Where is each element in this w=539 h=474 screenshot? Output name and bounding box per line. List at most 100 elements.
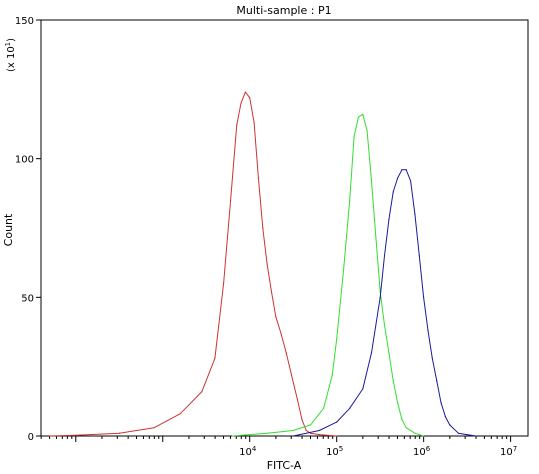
histogram-point-s2 bbox=[292, 429, 294, 432]
histogram-point-s3 bbox=[383, 255, 386, 257]
histogram-point-s1 bbox=[266, 263, 268, 265]
y-multiplier-text: (x 10 bbox=[6, 46, 17, 72]
histogram-point-s1 bbox=[49, 435, 51, 437]
histogram-point-s2 bbox=[405, 427, 407, 429]
x-tick-base: 10 bbox=[239, 447, 252, 458]
histogram-point-s3 bbox=[418, 255, 420, 257]
histogram-point-s2 bbox=[266, 432, 268, 434]
histogram-point-s1 bbox=[318, 434, 320, 436]
histogram-point-s2 bbox=[366, 130, 368, 132]
histogram-point-s2 bbox=[375, 235, 377, 237]
histogram-point-s1 bbox=[275, 316, 277, 318]
x-tick-label: 105 bbox=[326, 445, 343, 458]
histogram-point-s3 bbox=[431, 357, 433, 359]
x-axis-label: FITC-A bbox=[267, 459, 302, 472]
x-tick-label: 104 bbox=[239, 445, 257, 458]
histogram-point-s1 bbox=[240, 102, 242, 104]
histogram-point-s1 bbox=[270, 291, 273, 293]
histogram-point-s2 bbox=[383, 324, 386, 326]
histogram-point-s3 bbox=[414, 213, 416, 215]
histogram-point-s1 bbox=[336, 435, 338, 437]
histogram-point-s1 bbox=[153, 427, 155, 429]
histogram-point-s3 bbox=[370, 352, 373, 354]
histogram-point-s1 bbox=[118, 432, 120, 434]
x-tick-base: 10 bbox=[326, 447, 339, 458]
histogram-series-1 bbox=[49, 91, 337, 437]
chart-title: Multi-sample : P1 bbox=[236, 4, 331, 17]
y-multiplier-label: (x 101) bbox=[4, 38, 17, 72]
histogram-point-s1 bbox=[296, 399, 299, 401]
histogram-point-s2 bbox=[349, 199, 351, 201]
x-tick-exp: 7 bbox=[513, 445, 517, 453]
histogram-point-s3 bbox=[409, 180, 412, 182]
histogram-point-s3 bbox=[292, 435, 294, 437]
histogram-point-s3 bbox=[444, 415, 446, 418]
histogram-point-s2 bbox=[323, 407, 325, 409]
histogram-point-s3 bbox=[318, 429, 320, 432]
histogram-point-s3 bbox=[336, 421, 338, 423]
histogram-series-group bbox=[49, 91, 477, 437]
histogram-point-s2 bbox=[414, 432, 416, 434]
y-tick-label: 0 bbox=[28, 432, 34, 443]
histogram-point-s1 bbox=[214, 357, 216, 359]
histogram-point-s2 bbox=[362, 113, 364, 115]
histogram-point-s1 bbox=[305, 429, 307, 432]
histogram-point-s3 bbox=[457, 432, 460, 434]
histogram-point-s3 bbox=[362, 388, 364, 390]
histogram-point-s3 bbox=[436, 379, 438, 382]
histogram-point-s1 bbox=[301, 418, 303, 420]
histogram-point-s3 bbox=[449, 424, 451, 426]
x-tick-exp: 4 bbox=[252, 445, 257, 453]
x-tick-base: 10 bbox=[413, 447, 426, 458]
histogram-point-s1 bbox=[309, 432, 312, 434]
histogram-point-s1 bbox=[280, 332, 282, 334]
histogram-point-s3 bbox=[401, 169, 403, 171]
histogram-point-s2 bbox=[423, 435, 425, 437]
histogram-point-s3 bbox=[475, 435, 477, 437]
histogram-point-s1 bbox=[179, 413, 181, 415]
histogram-point-s1 bbox=[285, 352, 287, 354]
histogram-point-s3 bbox=[392, 191, 394, 193]
histogram-point-s3 bbox=[440, 402, 442, 404]
histogram-point-s3 bbox=[466, 434, 468, 436]
y-axis-ticks: 0 50 100 150 bbox=[15, 16, 41, 443]
x-tick-base: 10 bbox=[500, 447, 513, 458]
histogram-point-s1 bbox=[75, 434, 77, 436]
plot-frame bbox=[40, 19, 529, 437]
histogram-point-s1 bbox=[262, 227, 264, 229]
histogram-point-s2 bbox=[231, 435, 233, 437]
x-tick-label: 106 bbox=[413, 445, 431, 458]
histogram-point-s1 bbox=[290, 374, 293, 376]
histogram-point-s2 bbox=[336, 338, 338, 340]
histogram-point-s2 bbox=[370, 180, 373, 182]
histogram-point-s3 bbox=[423, 296, 425, 298]
histogram-point-s3 bbox=[388, 219, 390, 221]
histogram-point-s2 bbox=[309, 424, 312, 426]
histogram-series-3 bbox=[293, 169, 476, 437]
histogram-point-s1 bbox=[229, 199, 232, 201]
histogram-point-s3 bbox=[379, 296, 381, 298]
y-axis-label: Count bbox=[2, 213, 15, 246]
histogram-point-s2 bbox=[396, 402, 399, 404]
histogram-point-s3 bbox=[427, 330, 429, 332]
histogram-point-s2 bbox=[388, 352, 390, 354]
histogram-point-s1 bbox=[253, 122, 255, 124]
y-multiplier-exp: 1 bbox=[4, 42, 12, 46]
y-tick-label: 50 bbox=[21, 293, 34, 304]
x-tick-exp: 6 bbox=[426, 445, 431, 453]
histogram-point-s1 bbox=[236, 124, 238, 126]
x-tick-exp: 5 bbox=[339, 445, 343, 453]
histogram-series-2 bbox=[232, 113, 424, 437]
histogram-point-s2 bbox=[331, 374, 333, 376]
histogram-point-s1 bbox=[244, 91, 246, 93]
y-multiplier-close: ) bbox=[6, 38, 17, 42]
histogram-point-s3 bbox=[396, 177, 399, 179]
histogram-point-s1 bbox=[249, 97, 251, 99]
x-tick-label: 107 bbox=[500, 445, 517, 458]
histogram-point-s3 bbox=[349, 407, 351, 409]
histogram-point-s2 bbox=[401, 418, 403, 420]
histogram-point-s1 bbox=[201, 391, 203, 393]
x-axis-ticks: 104 105 106 107 bbox=[40, 436, 517, 458]
histogram-point-s2 bbox=[357, 116, 360, 118]
